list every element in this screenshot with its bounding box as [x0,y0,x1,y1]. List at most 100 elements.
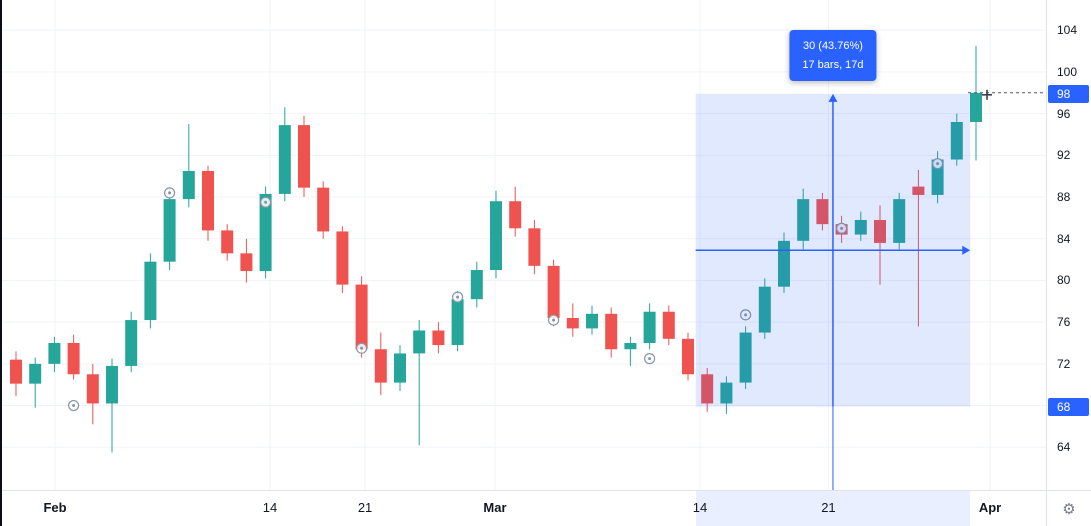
candle-body [355,284,368,350]
candle [490,190,502,279]
candle-body [125,320,138,366]
time-tick-label: 14 [262,500,278,515]
candle [605,307,618,358]
candle-body [240,253,253,272]
candle [317,181,330,239]
candle [739,326,752,389]
candlestick-chart-canvas[interactable] [0,0,1046,490]
price-tick-label: 72 [1057,356,1071,371]
candle-body [605,313,618,350]
candle-body [758,286,771,333]
candle-body [643,311,656,343]
candle [566,303,579,337]
candle [163,187,176,271]
curve-anchor-marker[interactable] [67,399,80,412]
candle [67,334,80,380]
curve-anchor-marker[interactable] [164,187,176,199]
curve-anchor-marker[interactable] [643,353,656,365]
anchor-dot [936,162,940,166]
window-left-edge [0,0,2,526]
candle-body [451,299,464,346]
candle-body [86,374,99,404]
candle [874,205,886,285]
candle-body [182,170,195,200]
anchor-dot [552,318,556,322]
candle [413,320,426,446]
candle [528,219,541,275]
candle [778,232,790,293]
candle-body [566,317,579,329]
price-badge: 98 [1048,84,1089,103]
curve-anchor-marker[interactable] [835,222,848,234]
time-tick-label: Mar [483,500,507,515]
candle [394,345,406,391]
candle-body [278,125,291,194]
gear-icon: ⚙ [1062,500,1076,518]
curve-anchor-marker[interactable] [739,309,752,321]
candle [586,305,598,335]
candle [893,192,906,250]
time-axis[interactable]: Feb 14 21 Mar 14 21 Apr [0,490,1046,526]
candle-body [298,125,310,188]
candle [643,303,656,350]
candle [240,238,253,283]
candle-body [490,201,502,271]
candle [758,278,771,339]
anchor-dot [744,313,748,317]
candle [797,188,810,250]
measure-change-label: 30 (43.76%) [802,40,863,52]
candle [374,332,387,396]
candle [720,376,733,414]
candle [662,305,675,346]
candle [182,124,195,208]
candle-body [106,365,118,404]
candle [624,336,637,366]
candle-body [394,353,406,383]
candle-body [29,363,42,384]
candle [202,165,214,241]
curve-anchor-marker[interactable] [931,158,944,170]
candle-body [720,382,733,404]
time-tick-label: Feb [43,500,67,515]
anchor-dot [840,226,844,230]
candle-body [893,199,906,243]
curve-anchor-marker[interactable] [260,196,272,208]
candle-body [144,261,157,321]
curve-anchor-marker[interactable] [452,291,464,303]
candle [509,186,522,237]
candle [278,107,291,202]
measure-tooltip: 30 (43.76%) 17 bars, 17d [789,30,877,82]
candle-body [816,199,829,225]
candle-body [624,343,637,350]
price-chart-pane[interactable]: 30 (43.76%) 17 bars, 17d [0,0,1046,490]
candle-body [317,187,330,232]
candle-body [547,265,560,318]
candle [912,169,925,327]
price-axis[interactable]: 1041009692888480767268649868 [1046,0,1091,490]
anchor-dot [360,346,364,350]
candle [432,322,445,354]
price-tick-label: 104 [1057,23,1078,38]
time-tick-label: Apr [978,500,1002,515]
candle [682,332,694,381]
candle [470,261,483,308]
price-tick-label: 88 [1057,190,1071,205]
candle-body [682,338,694,375]
candle-body [701,374,714,404]
candle [29,357,42,408]
candle-body [797,199,810,241]
price-tick-label: 64 [1057,440,1071,455]
curve-anchor-marker[interactable] [547,314,560,326]
candle [970,45,982,161]
price-tick-label: 92 [1057,148,1071,163]
candle [298,115,310,198]
candle [10,351,22,397]
anchor-dot [168,191,172,195]
candle [144,253,157,329]
candle-body [432,330,445,346]
price-tick-label: 96 [1057,106,1071,121]
curve-anchor-marker[interactable] [356,342,368,354]
axis-settings-button[interactable]: ⚙ [1046,490,1091,526]
candle [701,368,714,412]
